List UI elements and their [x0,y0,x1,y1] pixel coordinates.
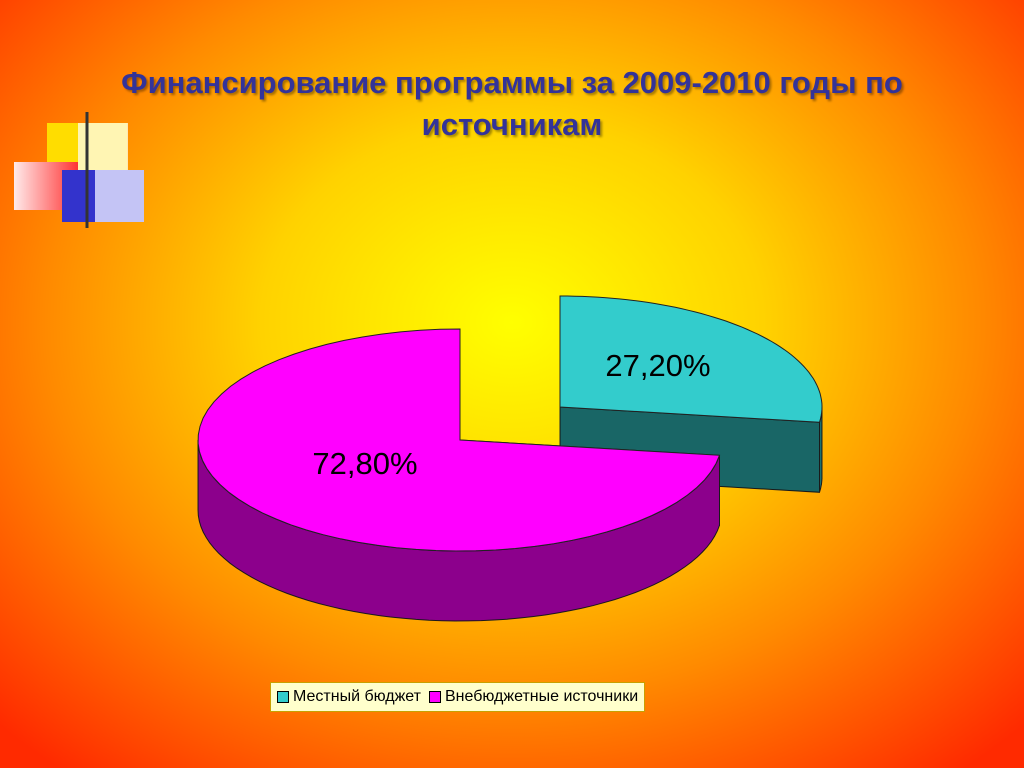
legend-swatch [429,691,441,703]
legend-swatch [277,691,289,703]
legend-label: Внебюджетные источники [445,688,639,705]
legend: Местный бюджет Внебюджетные источники [270,682,646,712]
decor [95,170,144,222]
legend-label: Местный бюджет [293,688,421,705]
data-label: 72,80% [312,446,417,481]
data-label: 27,20% [605,348,710,383]
chart-title: Финансирование программы за 2009-2010 го… [121,65,903,142]
legend-item: Местный бюджет [277,688,421,706]
legend-item: Внебюджетные источники [429,688,638,706]
slice [197,328,721,552]
slice-side-shade [198,440,720,621]
slice-side-shade [819,407,822,493]
pie: 27,20% 72,80% [197,295,823,622]
slice [559,295,823,423]
